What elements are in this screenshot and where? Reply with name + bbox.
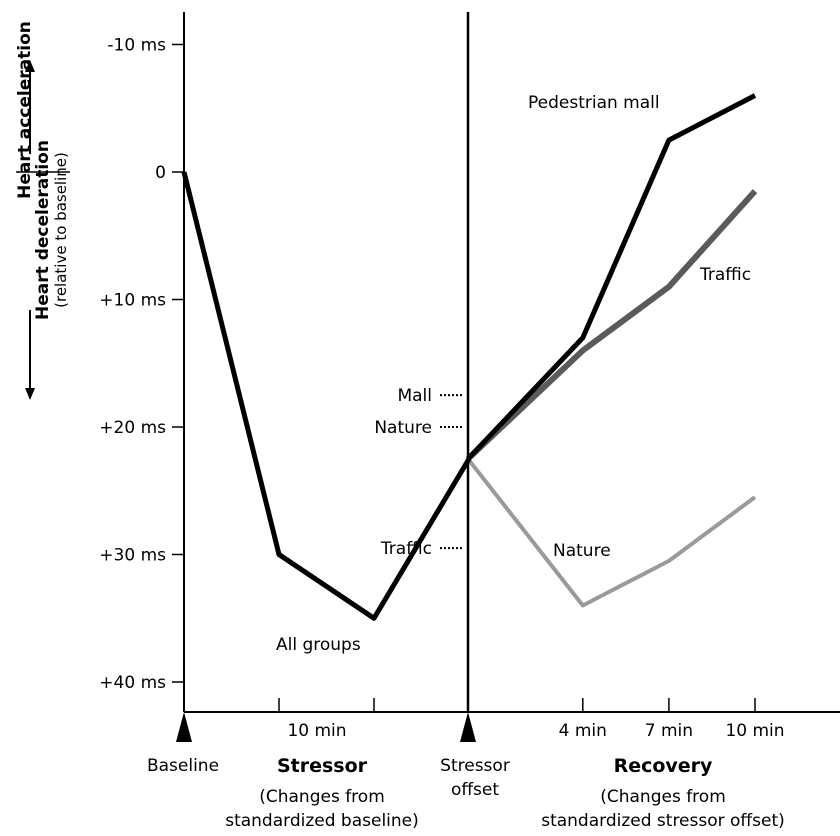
down-arrow-icon <box>25 388 35 400</box>
y-tick-label: -10 ms <box>107 36 166 56</box>
series-line-traffic <box>465 189 758 462</box>
y-label-deceleration: Heart deceleration <box>33 140 53 320</box>
series-line-pedestrian-mall <box>466 93 757 461</box>
offset-markers: Mall Nature Traffic <box>374 386 462 559</box>
offset-label-2: offset <box>451 780 499 800</box>
baseline-label: Baseline <box>147 756 219 776</box>
up-arrow-icon <box>25 60 35 72</box>
y-tick-label: 0 <box>155 163 166 183</box>
stressor-sub-1: (Changes from <box>259 787 385 807</box>
offset-label-1: Stressor <box>440 756 510 776</box>
y-tick-label: +30 ms <box>99 546 166 566</box>
y-tick-label: +40 ms <box>99 673 166 693</box>
offset-marker-label: Mall <box>397 386 432 406</box>
x-tick-label: 10 min <box>725 721 784 741</box>
recovery-sub-1: (Changes from <box>600 787 726 807</box>
x-tick-label: 10 min <box>287 721 346 741</box>
label-pedestrian-mall: Pedestrian mall <box>528 93 660 113</box>
x-ticks: 10 min 4 min 7 min 10 min <box>278 698 785 741</box>
baseline-arrow-icon <box>176 712 192 742</box>
label-all-groups: All groups <box>276 635 361 655</box>
recovery-label: Recovery <box>614 755 713 777</box>
label-nature-recovery: Nature <box>553 541 611 561</box>
series-line-nature <box>466 457 757 608</box>
y-tick-label: +20 ms <box>99 418 166 438</box>
y-axis-label: Heart acceleration Heart deceleration (r… <box>15 21 70 400</box>
label-traffic-recovery: Traffic <box>699 265 751 285</box>
offset-marker-label: Traffic <box>380 539 432 559</box>
stressor-label: Stressor <box>277 755 368 777</box>
x-tick-label: 7 min <box>645 721 693 741</box>
x-tick-label: 4 min <box>559 721 607 741</box>
series-line-all-groups <box>181 171 472 621</box>
y-tick-label: +10 ms <box>99 291 166 311</box>
stressor-sub-2: standardized baseline) <box>225 811 419 831</box>
offset-arrow-icon <box>460 712 476 742</box>
y-label-relative: (relative to baseline) <box>52 152 70 308</box>
offset-marker-label: Nature <box>374 418 432 438</box>
y-ticks: -10 ms 0 +10 ms +20 ms +30 ms +40 ms <box>99 36 184 693</box>
series-lines <box>181 93 758 621</box>
recovery-sub-2: standardized stressor offset) <box>541 811 785 831</box>
